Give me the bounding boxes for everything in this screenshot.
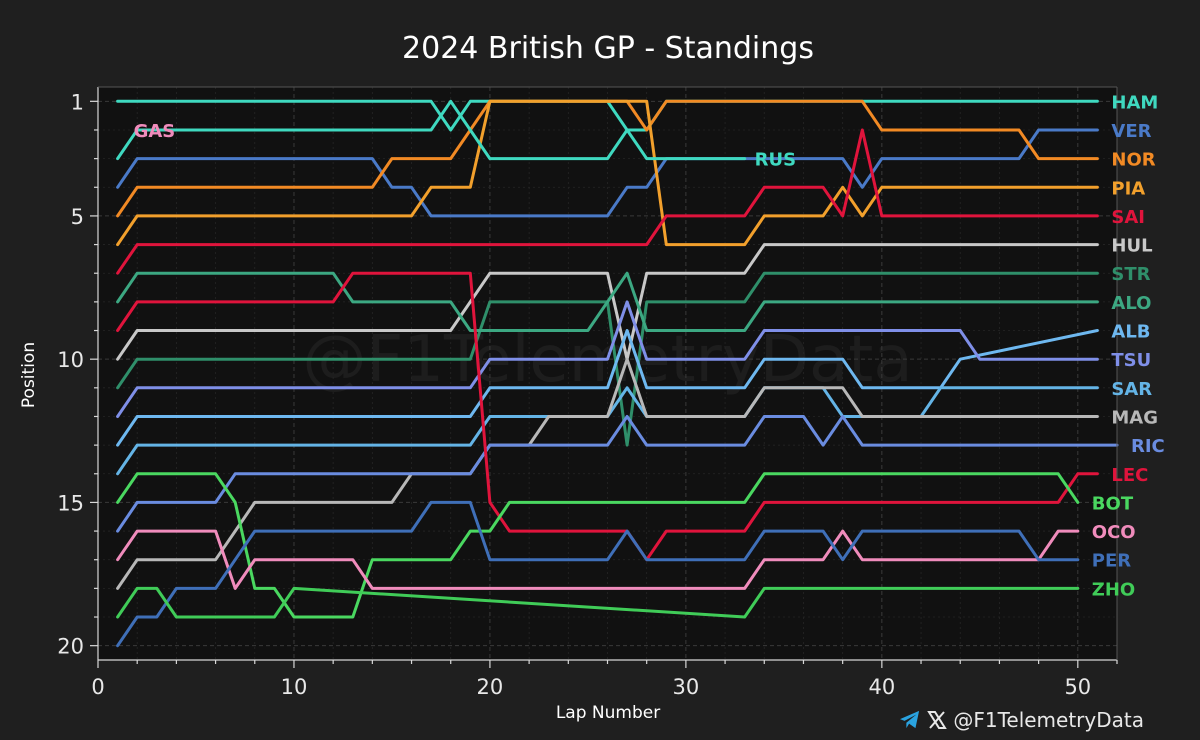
series-line-mag [116, 357, 1099, 590]
x-tick-label: 0 [91, 675, 104, 699]
y-tick-label: 15 [57, 491, 84, 515]
driver-label-per: PER [1092, 551, 1131, 572]
driver-label-pia: PIA [1111, 178, 1145, 199]
series-line-rus [116, 99, 747, 161]
series-line-tsu [116, 300, 1099, 418]
x-tick-label: 20 [477, 675, 504, 699]
series-line-per [116, 500, 1080, 648]
series-line-alo [116, 271, 1099, 332]
driver-label-gas: GAS [134, 121, 176, 142]
footer-handle: @F1TelemetryData [953, 708, 1144, 732]
series-line-sai [116, 128, 1099, 275]
series-line-alb [116, 329, 1099, 447]
driver-label-tsu: TSU [1111, 350, 1151, 371]
x-axis-label: Lap Number [556, 703, 660, 723]
y-tick-label: 5 [71, 205, 84, 229]
driver-label-rus: RUS [755, 150, 796, 171]
y-tick-label: 1 [71, 90, 84, 114]
driver-label-ric: RIC [1131, 436, 1165, 457]
series-line-oco [116, 529, 1080, 590]
y-tick-label: 20 [57, 635, 84, 659]
y-axis-label: Position [19, 342, 39, 408]
y-tick-label: 10 [57, 348, 84, 372]
series-line-zho [116, 586, 1080, 619]
x-icon [927, 711, 948, 729]
series-lines [116, 99, 1119, 648]
driver-label-oco: OCO [1092, 522, 1136, 543]
driver-label-sar: SAR [1111, 379, 1152, 400]
series-line-str [116, 271, 1099, 447]
driver-label-hul: HUL [1111, 236, 1152, 257]
driver-label-lec: LEC [1111, 465, 1148, 486]
driver-label-nor: NOR [1111, 150, 1155, 171]
driver-labels: HAM VER NOR PIA SAI HUL STR ALO ALB TSU SAR MAG RIC L… [134, 92, 1165, 600]
series-line-bot [116, 472, 1080, 619]
driver-label-zho: ZHO [1092, 579, 1135, 600]
chart-title: 2024 British GP - Standings [402, 31, 814, 66]
x-tick-label: 50 [1064, 675, 1091, 699]
driver-label-mag: MAG [1111, 407, 1158, 428]
series-line-pia [116, 99, 1099, 247]
footer-credits: @F1TelemetryData [899, 708, 1144, 732]
driver-label-alo: ALO [1111, 293, 1151, 314]
driver-label-alb: ALB [1111, 322, 1150, 343]
x-tick-label: 40 [868, 675, 895, 699]
driver-label-ham: HAM [1111, 92, 1158, 113]
driver-label-bot: BOT [1092, 493, 1134, 514]
driver-label-str: STR [1111, 264, 1150, 285]
series-line-hul [116, 243, 1099, 361]
driver-label-ver: VER [1111, 121, 1151, 142]
driver-label-sai: SAI [1111, 207, 1145, 228]
telegram-icon [900, 710, 920, 729]
x-tick-label: 30 [673, 675, 700, 699]
x-tick-label: 10 [281, 675, 308, 699]
